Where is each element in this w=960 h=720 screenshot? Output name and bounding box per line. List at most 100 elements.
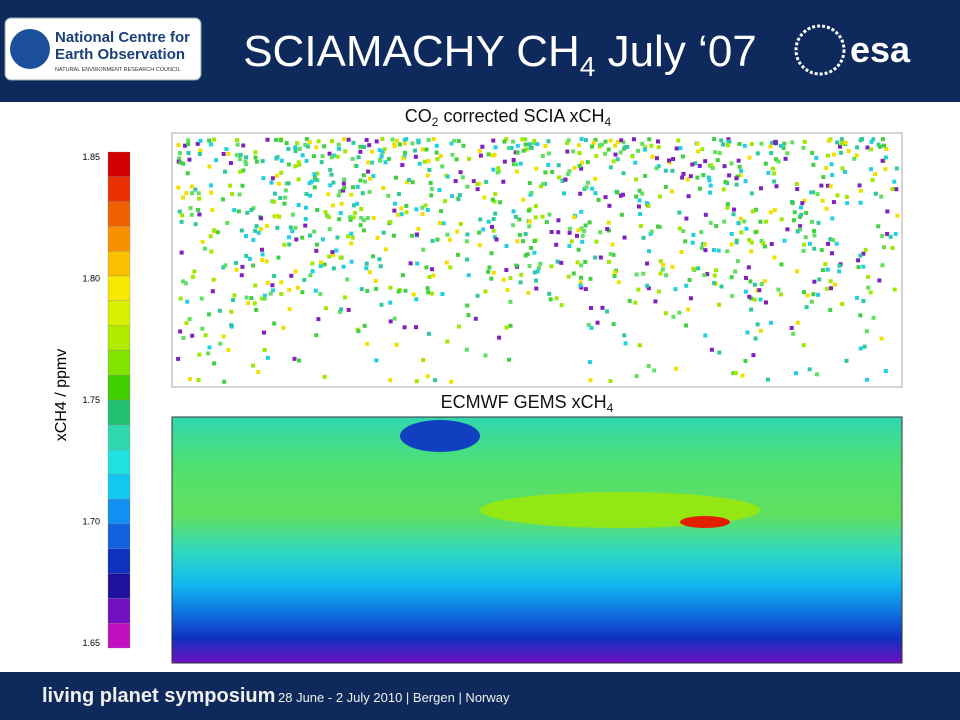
map-pixel	[421, 247, 426, 252]
map-pixel	[579, 263, 584, 268]
map-pixel	[712, 281, 717, 286]
map-pixel	[615, 190, 620, 195]
map-pixel	[783, 156, 788, 161]
map-pixel	[425, 374, 430, 379]
map-pixel	[416, 138, 421, 143]
map-pixel	[279, 158, 284, 163]
gems-map	[171, 416, 903, 664]
map-pixel	[876, 224, 881, 229]
map-pixel	[353, 210, 358, 215]
map-pixel	[351, 215, 356, 220]
map-pixel	[593, 137, 598, 142]
map-pixel	[356, 155, 361, 160]
map-pixel	[594, 153, 599, 158]
map-pixel	[356, 329, 361, 334]
map-pixel	[323, 210, 328, 215]
map-pixel	[254, 307, 259, 312]
map-pixel	[717, 150, 722, 155]
map-pixel	[738, 173, 743, 178]
map-pixel	[478, 217, 483, 222]
map-pixel	[801, 290, 806, 295]
map-pixel	[656, 164, 661, 169]
map-pixel	[264, 259, 269, 264]
map-pixel	[885, 209, 890, 214]
map-pixel	[605, 227, 610, 232]
map-pixel	[566, 138, 571, 143]
map-pixel	[445, 339, 450, 344]
map-pixel	[292, 356, 297, 361]
map-pixel	[888, 234, 893, 239]
footer-event: living planet symposium	[42, 685, 275, 707]
map-pixel	[517, 232, 522, 237]
map-pixel	[547, 291, 552, 296]
map-pixel	[197, 196, 202, 201]
map-pixel	[686, 307, 691, 312]
map-pixel	[495, 170, 500, 175]
map-pixel	[560, 178, 565, 183]
map-pixel	[426, 331, 431, 336]
map-pixel	[511, 209, 516, 214]
map-pixel	[688, 174, 693, 179]
map-pixel	[184, 191, 189, 196]
map-pixel	[556, 230, 561, 235]
colorbar-segment	[107, 573, 131, 599]
map-pixel	[351, 140, 356, 145]
map-pixel	[781, 145, 786, 150]
map-pixel	[251, 263, 256, 268]
map-pixel	[584, 185, 589, 190]
map-pixel	[636, 204, 641, 209]
map-pixel	[730, 294, 735, 299]
map-pixel	[193, 222, 198, 227]
map-pixel	[371, 215, 376, 220]
t: 4	[607, 401, 614, 415]
map-pixel	[866, 274, 871, 279]
map-pixel	[673, 287, 678, 292]
map-pixel	[410, 180, 415, 185]
map-pixel	[587, 360, 592, 365]
map-pixel	[695, 141, 700, 146]
map-pixel	[296, 160, 301, 165]
map-pixel	[452, 138, 457, 143]
map-pixel	[750, 209, 755, 214]
map-pixel	[259, 216, 264, 221]
map-pixel	[861, 264, 866, 269]
map-pixel	[533, 215, 538, 220]
map-pixel	[762, 279, 767, 284]
map-pixel	[569, 239, 574, 244]
map-pixel	[532, 270, 537, 275]
map-pixel	[244, 162, 249, 167]
map-pixel	[802, 242, 807, 247]
map-pixel	[706, 175, 711, 180]
map-pixel	[178, 160, 183, 165]
colorbar-segment	[107, 375, 131, 401]
map-pixel	[538, 261, 543, 266]
map-pixel	[501, 179, 506, 184]
map-pixel	[712, 248, 717, 253]
map-pixel	[683, 239, 688, 244]
map-pixel	[700, 147, 705, 152]
map-pixel	[318, 264, 323, 269]
map-pixel	[835, 140, 840, 145]
map-pixel	[393, 201, 398, 206]
map-pixel	[293, 164, 298, 169]
map-pixel	[303, 205, 308, 210]
colorbar-segment	[107, 474, 131, 500]
map-pixel	[657, 289, 662, 294]
map-pixel	[586, 180, 591, 185]
map-pixel	[747, 237, 752, 242]
map-pixel	[579, 285, 584, 290]
map-pixel	[707, 178, 712, 183]
map-pixel	[350, 185, 355, 190]
esa-logo: esa	[850, 29, 911, 70]
map-pixel	[657, 194, 662, 199]
map-pixel	[654, 156, 659, 161]
map-pixel	[745, 330, 750, 335]
map-pixel	[448, 265, 453, 270]
map-pixel	[559, 260, 564, 265]
map-pixel	[531, 140, 536, 145]
map-pixel	[607, 259, 612, 264]
map-pixel	[363, 179, 368, 184]
map-pixel	[355, 184, 360, 189]
map-pixel	[252, 301, 257, 306]
map-pixel	[327, 227, 332, 232]
